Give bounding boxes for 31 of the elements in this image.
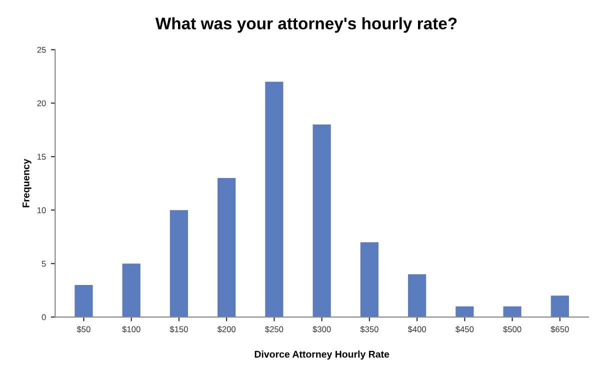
x-tick-label: $350 [360, 326, 378, 333]
y-tick-label: 0 [42, 314, 46, 320]
y-tick-label: 25 [37, 46, 46, 53]
x-tick-label: $300 [312, 326, 331, 333]
y-tick-label: 20 [37, 100, 46, 106]
x-axis-title: Divorce Attorney Hourly Rate [254, 350, 390, 360]
bar [456, 306, 474, 318]
bar [360, 242, 378, 318]
x-tick-label: $400 [408, 326, 426, 333]
bar [74, 284, 93, 318]
bar [550, 296, 569, 318]
x-tick-label: $150 [170, 326, 188, 333]
y-tick-label: 15 [38, 154, 46, 160]
x-tick-label: $450 [456, 326, 474, 333]
y-tick-label: 10 [38, 207, 46, 214]
x-tick-label: $500 [503, 326, 522, 333]
bar [265, 82, 284, 318]
bar [218, 178, 236, 318]
x-tick-label: $250 [265, 326, 284, 333]
bar [312, 124, 331, 318]
x-tick-label: $100 [122, 326, 140, 333]
bar [503, 306, 522, 318]
y-axis-title: Frequency [22, 158, 32, 208]
bar [408, 274, 426, 318]
x-tick-label: $200 [217, 326, 236, 333]
x-tick-label: $50 [76, 326, 90, 333]
chart-title: What was your attorney's hourly rate? [155, 17, 457, 33]
bar [170, 210, 188, 318]
bar [122, 264, 140, 318]
y-tick-label: 5 [42, 260, 46, 267]
x-tick-label: $650 [550, 326, 569, 333]
